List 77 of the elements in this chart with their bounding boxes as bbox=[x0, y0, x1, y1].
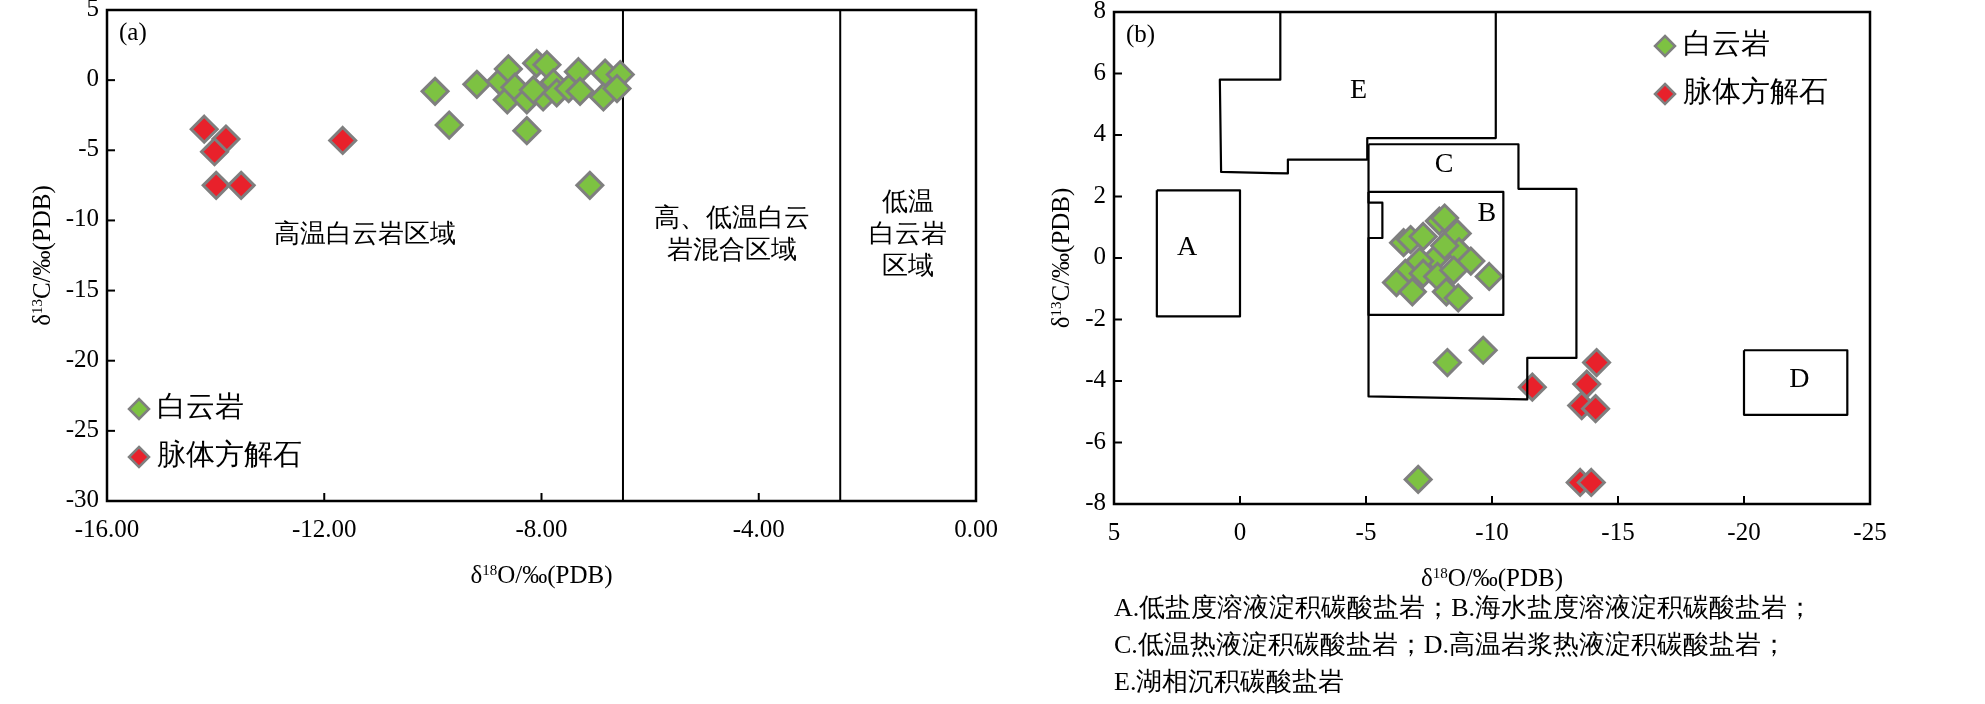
x-tick-label: -25 bbox=[1853, 518, 1887, 545]
x-axis-title: δ$^{18}$O/‰(PDB) bbox=[470, 561, 613, 589]
point bbox=[1582, 348, 1612, 378]
point bbox=[1581, 394, 1611, 424]
point bbox=[1432, 348, 1462, 378]
x-tick-label: -5 bbox=[1355, 518, 1377, 545]
y-tick-label: -30 bbox=[65, 484, 99, 512]
y-tick-label: 2 bbox=[1093, 180, 1106, 208]
x-tick-label: -12.00 bbox=[291, 515, 357, 542]
y-tick-label: -25 bbox=[65, 414, 99, 442]
point bbox=[1430, 203, 1460, 233]
point bbox=[512, 116, 542, 146]
x-tick-label: -8.00 bbox=[515, 515, 568, 542]
point bbox=[602, 74, 632, 104]
y-tick-label: -5 bbox=[78, 134, 99, 162]
annotation: (a) bbox=[119, 18, 147, 46]
x-axis-title: δ$^{18}$O/‰(PDB) bbox=[1420, 564, 1564, 592]
annotation: D bbox=[1789, 362, 1810, 394]
annotation: 高温白云岩区域 bbox=[273, 218, 456, 248]
point bbox=[565, 76, 595, 106]
legend-label: 白云岩 bbox=[1683, 26, 1770, 59]
annotation: 低温白云岩区域 bbox=[869, 186, 948, 280]
point bbox=[1572, 369, 1602, 399]
y-tick-label: -8 bbox=[1085, 487, 1106, 515]
y-tick-label: -2 bbox=[1085, 303, 1106, 331]
point bbox=[1403, 464, 1433, 494]
annotation: E bbox=[1349, 73, 1367, 105]
point bbox=[1397, 277, 1427, 307]
point bbox=[518, 75, 548, 105]
y-tick-label: 8 bbox=[1093, 0, 1106, 23]
annotation: A bbox=[1176, 230, 1198, 262]
text: A.低盐度溶液淀积碳酸盐岩；B.海水盐度溶液淀积碳酸盐岩； bbox=[1114, 593, 1814, 622]
point bbox=[200, 137, 230, 167]
x-tick-label: -10 bbox=[1475, 518, 1509, 545]
x-tick-label: -16.00 bbox=[74, 515, 140, 542]
x-tick-label: -15 bbox=[1601, 518, 1635, 545]
annotation: B bbox=[1477, 196, 1497, 228]
x-tick-label: 0.00 bbox=[954, 515, 998, 542]
point bbox=[226, 170, 256, 200]
text: C.低温热液淀积碳酸盐岩；D.高温岩浆热液淀积碳酸盐岩； bbox=[1114, 630, 1788, 659]
point bbox=[1443, 283, 1473, 313]
y-tick-label: -15 bbox=[65, 274, 99, 302]
point bbox=[189, 114, 219, 144]
legend-label: 脉体方解石 bbox=[1683, 74, 1828, 107]
point bbox=[575, 170, 605, 200]
point bbox=[1381, 268, 1411, 298]
point bbox=[201, 170, 231, 200]
y-tick-label: -4 bbox=[1085, 364, 1107, 392]
point bbox=[1474, 261, 1504, 291]
legend-label: 白云岩 bbox=[157, 389, 244, 422]
y-tick-label: 0 bbox=[86, 63, 99, 91]
y-tick-label: -20 bbox=[65, 344, 99, 372]
point bbox=[1408, 221, 1438, 251]
annotation: (b) bbox=[1126, 20, 1156, 48]
point bbox=[1430, 231, 1460, 261]
point bbox=[1468, 335, 1498, 365]
point bbox=[1576, 467, 1606, 497]
y-tick-label: 5 bbox=[86, 0, 99, 21]
y-tick-label: 4 bbox=[1093, 118, 1107, 146]
y-tick-label: -6 bbox=[1085, 426, 1106, 454]
point bbox=[1456, 246, 1486, 276]
y-tick-label: 6 bbox=[1093, 57, 1106, 85]
x-tick-label: 0 bbox=[1233, 518, 1247, 545]
point bbox=[1439, 255, 1469, 285]
point bbox=[328, 125, 358, 155]
y-tick-label: 0 bbox=[1093, 241, 1106, 269]
text: E.湖相沉积碳酸盐岩 bbox=[1114, 667, 1345, 696]
point bbox=[420, 76, 450, 106]
y-tick-label: -10 bbox=[65, 204, 99, 232]
x-tick-label: -20 bbox=[1727, 518, 1761, 545]
annotation: C bbox=[1434, 147, 1454, 179]
annotation: 高、低温白云岩混合区域 bbox=[653, 202, 810, 264]
legend-label: 脉体方解石 bbox=[157, 437, 302, 470]
x-tick-label: -4.00 bbox=[732, 515, 785, 542]
point bbox=[462, 69, 492, 99]
point bbox=[434, 110, 464, 140]
point bbox=[532, 50, 562, 80]
